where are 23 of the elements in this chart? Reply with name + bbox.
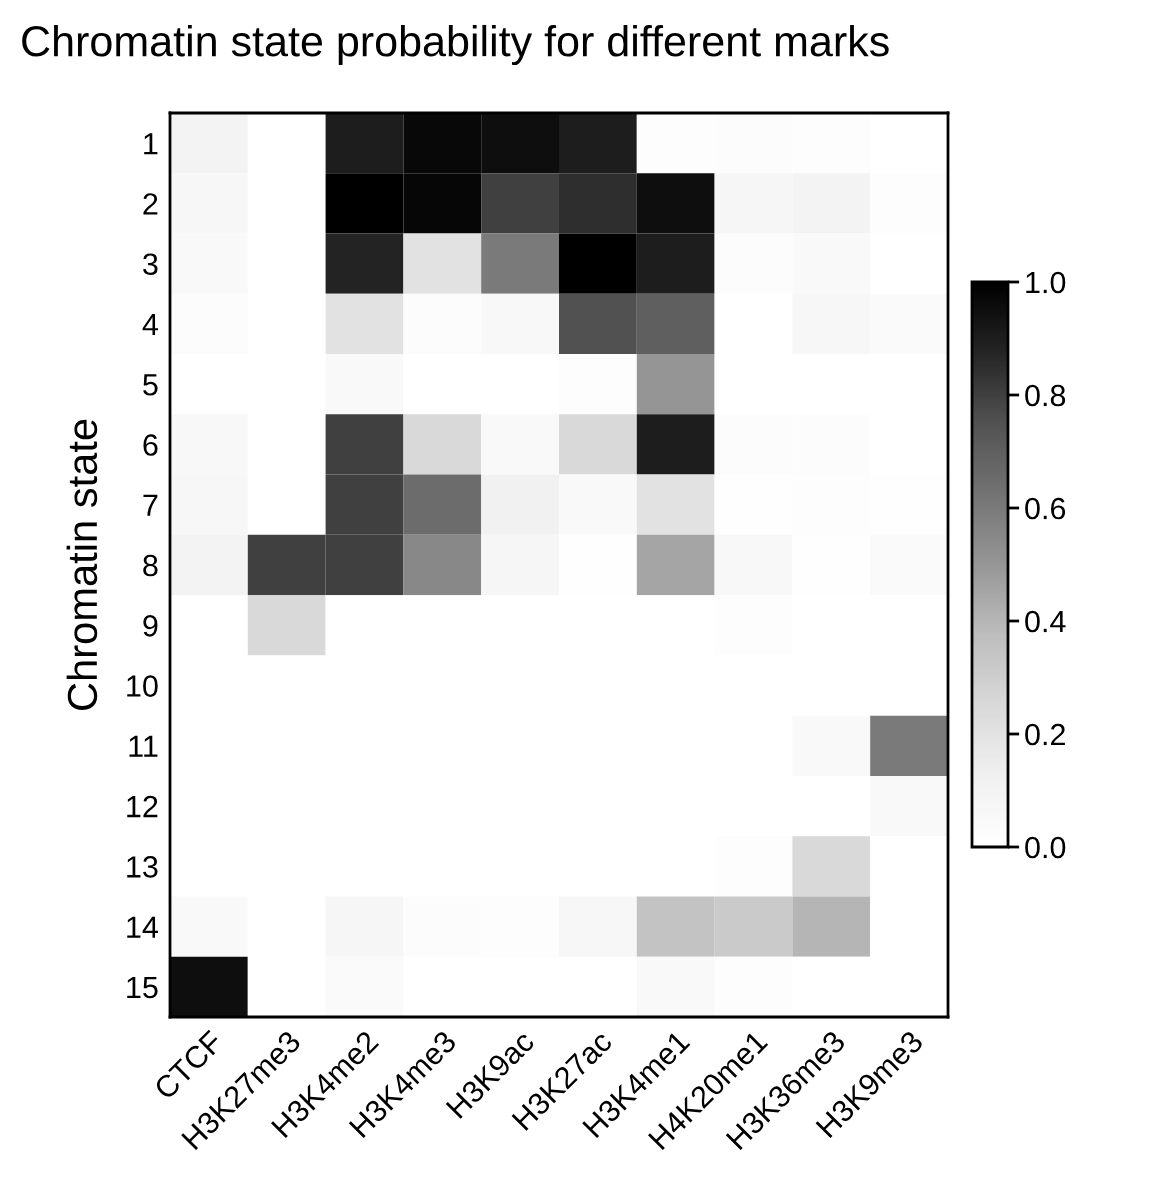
y-tick-label: 6 [143, 434, 158, 456]
color-bar-label: 0.6 [1025, 497, 1066, 520]
y-tick-label: 13 [127, 856, 158, 878]
y-tick-label: 8 [143, 554, 158, 577]
chart-title: Chromatin state probability for different marks [22, 24, 889, 66]
y-tick-label: 9 [143, 615, 158, 637]
y-tick-label: 4 [142, 313, 158, 335]
y-axis-title: Chromatin state [66, 419, 98, 710]
y-tick-label: 15 [127, 976, 158, 999]
y-tick-label: 7 [143, 494, 158, 516]
y-tick-label: 1 [144, 133, 158, 155]
y-tick-label: 11 [129, 735, 158, 757]
color-bar-label: 0.0 [1025, 836, 1066, 859]
color-bar-label: 0.2 [1025, 723, 1065, 746]
y-tick-label: 10 [127, 675, 158, 697]
y-tick-label: 14 [127, 916, 158, 938]
y-tick-label: 3 [143, 253, 158, 276]
y-tick-label: 5 [143, 374, 158, 396]
color-bar-label: 0.8 [1025, 384, 1066, 407]
y-tick-label: 2 [143, 193, 158, 215]
color-bar-label: 0.4 [1025, 610, 1066, 633]
y-tick-label: 12 [127, 795, 158, 818]
color-bar-label: 1.0 [1026, 271, 1066, 294]
